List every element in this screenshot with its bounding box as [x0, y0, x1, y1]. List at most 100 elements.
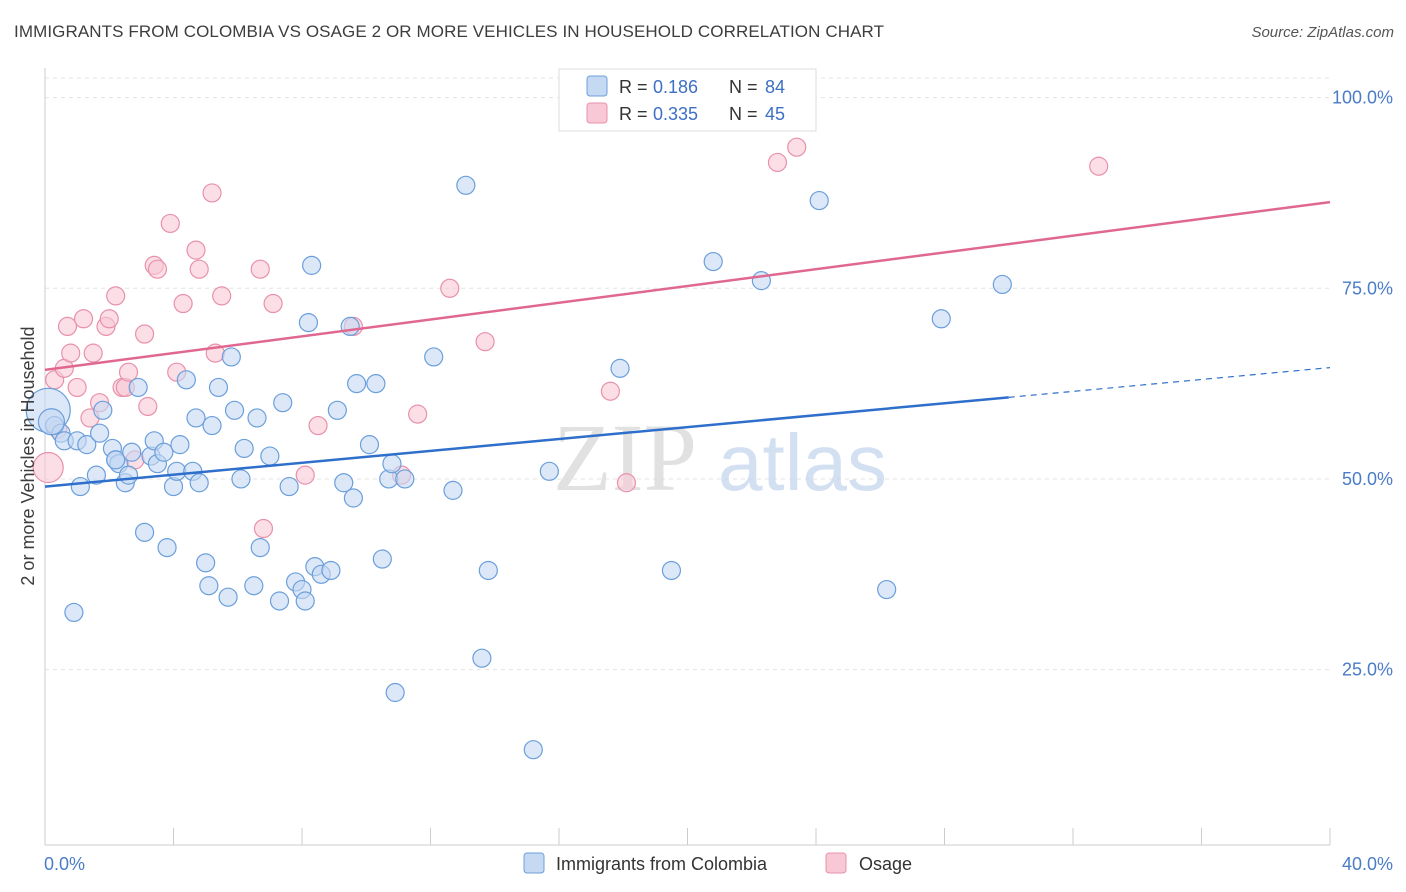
osage-point	[83, 343, 103, 363]
y-tick-label-50: 50.0%	[1342, 469, 1393, 489]
colombia-point	[366, 374, 386, 394]
bottom-legend-label-colombia: Immigrants from Colombia	[556, 854, 768, 874]
colombia-point	[273, 393, 293, 413]
osage-point	[616, 473, 637, 493]
osage-point	[118, 362, 139, 382]
x-tick-label-max: 40.0%	[1342, 854, 1393, 874]
colombia-point	[189, 473, 209, 493]
colombia-point	[93, 400, 113, 420]
x-tick-label-min: 0.0%	[44, 854, 85, 874]
colombia-point	[359, 435, 380, 455]
chart-source: Source: ZipAtlas.com	[1251, 24, 1394, 41]
colombia-point	[106, 450, 126, 470]
osage-point	[787, 137, 807, 157]
colombia-point	[334, 473, 354, 493]
colombia-point	[372, 549, 392, 569]
legend-n-value-1: 84	[765, 77, 785, 97]
y-tick-label-100: 100.0%	[1332, 88, 1393, 108]
series-colombia-points	[25, 175, 1012, 760]
osage-point	[73, 309, 94, 329]
colombia-point	[250, 537, 270, 558]
trend-line-colombia	[44, 396, 1009, 488]
osage-point	[134, 324, 155, 344]
osage-point	[308, 415, 328, 436]
y-tick-label-75: 75.0%	[1342, 278, 1393, 298]
colombia-point	[809, 190, 829, 211]
bottom-legend-swatch-colombia	[523, 852, 545, 874]
colombia-point	[234, 438, 254, 459]
colombia-point	[86, 465, 107, 485]
colombia-point	[877, 579, 897, 600]
legend-swatch-osage	[586, 102, 608, 124]
colombia-point	[478, 560, 498, 581]
osage-point	[147, 259, 168, 279]
osage-point	[600, 381, 621, 401]
osage-point	[67, 377, 87, 398]
osage-point	[173, 293, 193, 314]
colombia-point	[202, 415, 222, 436]
colombia-point	[343, 488, 363, 508]
osage-point	[186, 240, 206, 260]
colombia-point	[128, 377, 148, 398]
osage-point	[408, 404, 428, 424]
colombia-point	[231, 469, 251, 489]
colombia-point	[661, 560, 682, 581]
y-tick-label-25: 25.0%	[1342, 660, 1393, 680]
colombia-point	[424, 347, 444, 367]
colombia-point	[170, 435, 190, 455]
osage-point	[189, 259, 209, 279]
colombia-point	[90, 423, 110, 443]
colombia-point	[279, 476, 299, 497]
osage-point	[440, 278, 460, 298]
colombia-point	[327, 400, 347, 420]
colombia-point	[134, 522, 155, 542]
colombia-point	[298, 312, 319, 333]
legend-n-label-1: N =	[729, 77, 758, 97]
osage-point	[475, 332, 495, 352]
colombia-point	[77, 435, 97, 455]
osage-point	[202, 183, 222, 203]
colombia-point	[539, 461, 559, 481]
osage-point	[1089, 156, 1109, 176]
colombia-point	[218, 587, 238, 607]
legend-r-label-2: R =	[619, 104, 648, 124]
colombia-point	[157, 537, 177, 558]
osage-point	[32, 451, 64, 484]
bottom-legend-label-osage: Osage	[859, 854, 912, 874]
colombia-point	[321, 560, 341, 581]
osage-point	[263, 293, 283, 314]
watermark-zip: ZIP	[553, 404, 697, 511]
colombia-point	[302, 255, 322, 275]
trend-line-osage	[44, 200, 1331, 372]
colombia-point	[118, 465, 139, 485]
legend-r-value-1: 0.186	[653, 77, 698, 97]
colombia-point	[221, 347, 241, 367]
osage-point	[212, 286, 232, 306]
colombia-point	[395, 469, 415, 489]
colombia-point	[64, 602, 84, 623]
colombia-point	[260, 446, 280, 466]
colombia-point	[167, 461, 187, 481]
legend-r-value-2: 0.335	[653, 104, 698, 124]
colombia-point	[176, 370, 196, 390]
osage-point	[295, 465, 315, 485]
colombia-point	[244, 576, 264, 596]
osage-point	[57, 316, 78, 337]
legend-n-value-2: 45	[765, 104, 785, 124]
colombia-point	[347, 374, 367, 394]
trend-line-colombia-extension	[1008, 366, 1331, 398]
colombia-point	[295, 591, 315, 611]
colombia-point	[523, 740, 543, 760]
legend-r-label-1: R =	[619, 77, 648, 97]
osage-point	[61, 343, 81, 363]
colombia-point	[186, 408, 206, 428]
colombia-point	[224, 400, 245, 420]
y-tick-labels: 25.0% 50.0% 75.0% 100.0%	[1332, 88, 1393, 680]
colombia-point	[456, 175, 476, 195]
colombia-point	[199, 576, 219, 596]
colombia-point	[931, 309, 951, 329]
colombia-point	[37, 408, 66, 436]
colombia-point	[269, 591, 290, 611]
chart-title: IMMIGRANTS FROM COLOMBIA VS OSAGE 2 OR M…	[14, 22, 885, 41]
